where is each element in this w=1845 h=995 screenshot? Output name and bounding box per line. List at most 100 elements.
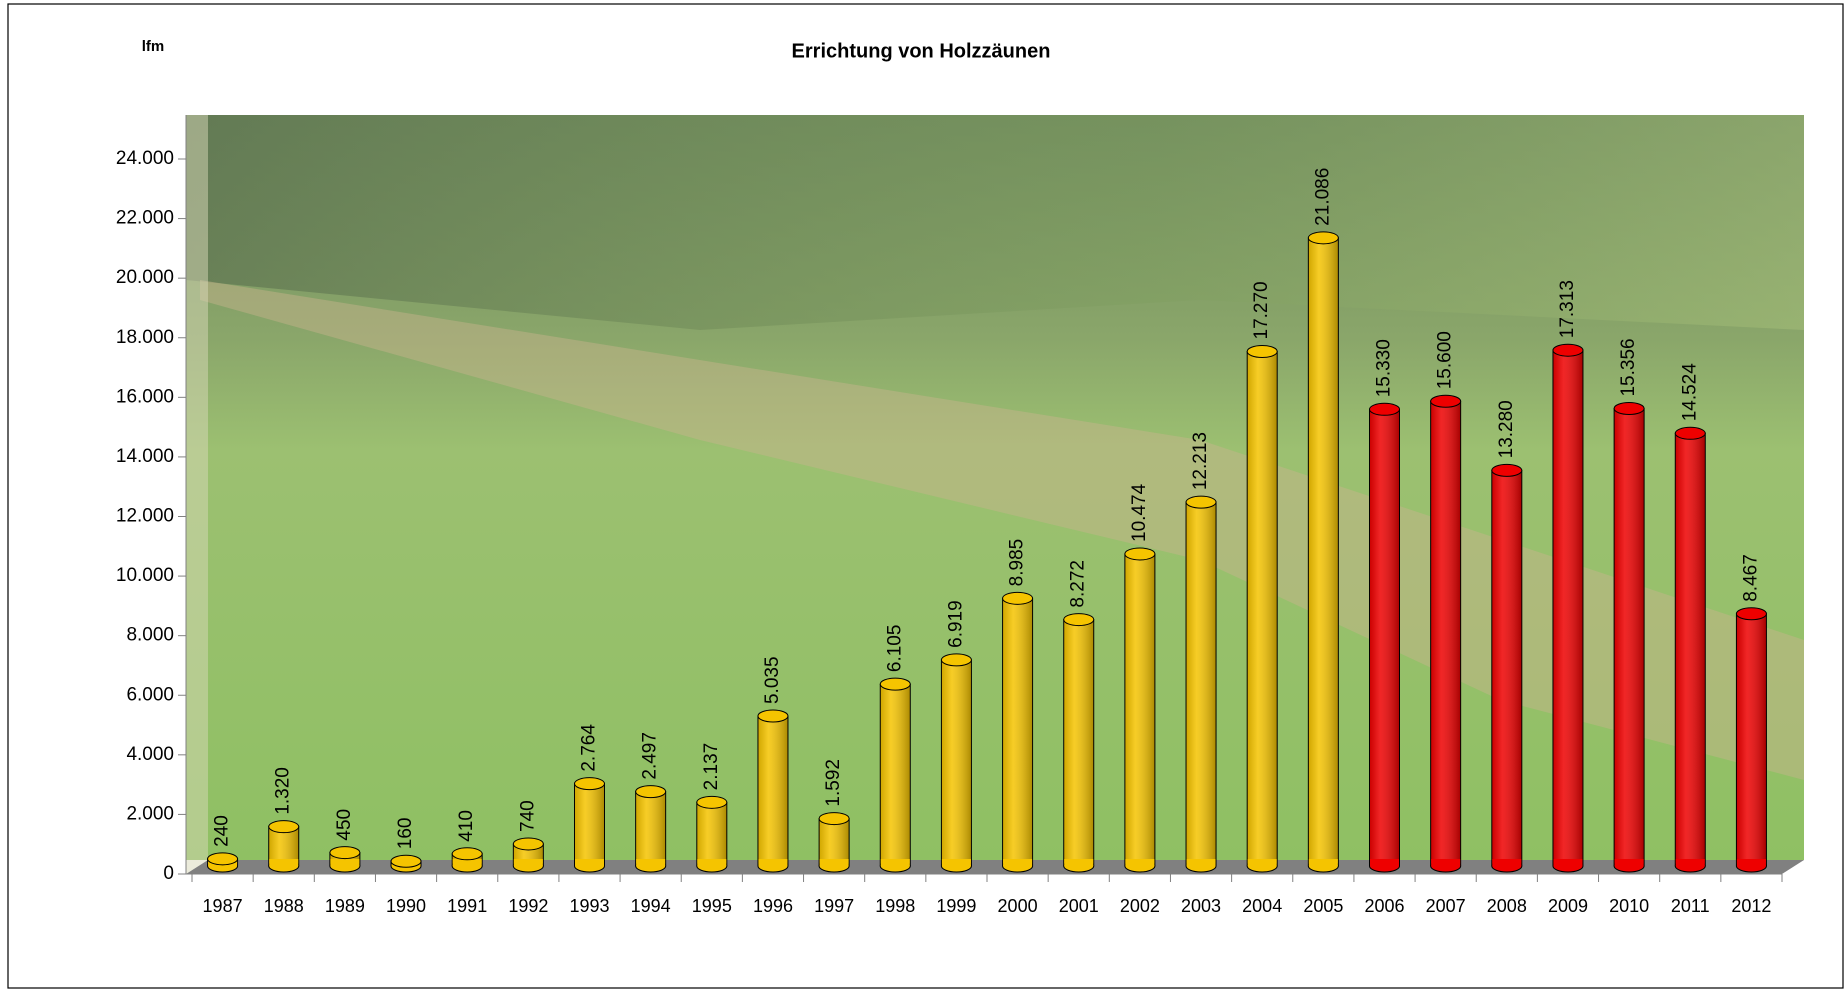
bar-top bbox=[1492, 464, 1522, 476]
x-tick-label: 2003 bbox=[1181, 896, 1221, 916]
x-tick-label: 2010 bbox=[1609, 896, 1649, 916]
bar-top bbox=[208, 853, 238, 865]
bar-base-cover bbox=[1737, 859, 1766, 866]
bar-top bbox=[1308, 232, 1338, 244]
bar-base-cover bbox=[269, 859, 298, 866]
value-label: 14.524 bbox=[1679, 363, 1700, 422]
bar-top bbox=[1125, 548, 1155, 560]
value-label: 15.356 bbox=[1618, 338, 1639, 396]
bar-top bbox=[269, 821, 299, 833]
value-label: 240 bbox=[212, 815, 233, 847]
bar-top bbox=[1553, 344, 1583, 356]
bar-base-cover bbox=[942, 859, 971, 866]
side-wall bbox=[186, 115, 208, 874]
bar-shade bbox=[1125, 554, 1155, 866]
bar-shade bbox=[880, 684, 910, 866]
value-label: 1.320 bbox=[273, 767, 294, 815]
x-tick-label: 1992 bbox=[508, 896, 548, 916]
y-tick-label: 14.000 bbox=[116, 446, 174, 467]
bar-shade bbox=[1247, 351, 1277, 866]
y-axis-label: lfm bbox=[142, 38, 165, 55]
y-tick-label: 24.000 bbox=[116, 148, 174, 169]
bar-top bbox=[1614, 403, 1644, 415]
value-label: 15.330 bbox=[1374, 339, 1395, 397]
bar-top bbox=[391, 855, 421, 867]
bar-top bbox=[880, 678, 910, 690]
bar-base-cover bbox=[636, 859, 665, 866]
value-label: 13.280 bbox=[1496, 400, 1517, 458]
bar-shade bbox=[1064, 620, 1094, 866]
x-tick-label: 1989 bbox=[325, 896, 365, 916]
bar-shade bbox=[819, 819, 849, 866]
value-label: 8.985 bbox=[1007, 539, 1028, 587]
bar-shade bbox=[1431, 401, 1461, 866]
x-tick-label: 2000 bbox=[998, 896, 1038, 916]
bar-base-cover bbox=[1125, 859, 1154, 866]
bar-top bbox=[1247, 345, 1277, 357]
value-label: 5.035 bbox=[762, 656, 783, 704]
x-tick-label: 1987 bbox=[203, 896, 243, 916]
bar-top bbox=[330, 847, 360, 859]
bar-base-cover bbox=[1615, 859, 1644, 866]
bar-base-cover bbox=[1553, 859, 1582, 866]
value-label: 10.474 bbox=[1129, 483, 1150, 542]
bar-base-cover bbox=[1064, 859, 1093, 866]
bar-top bbox=[697, 796, 727, 808]
x-tick-label: 2009 bbox=[1548, 896, 1588, 916]
bar-base-cover bbox=[1187, 859, 1216, 866]
x-tick-label: 2001 bbox=[1059, 896, 1099, 916]
bar-base-cover bbox=[758, 859, 787, 866]
x-tick-label: 1993 bbox=[569, 896, 609, 916]
bar-top bbox=[636, 786, 666, 798]
value-label: 1.592 bbox=[823, 759, 844, 807]
value-label: 2.764 bbox=[579, 724, 600, 772]
bar-shade bbox=[697, 802, 727, 866]
bar-shade bbox=[1614, 409, 1644, 866]
bar-base-cover bbox=[1248, 859, 1277, 866]
value-label: 15.600 bbox=[1435, 331, 1456, 389]
bar-top bbox=[1003, 592, 1033, 604]
bar-top bbox=[1186, 496, 1216, 508]
y-tick-label: 2.000 bbox=[126, 803, 174, 824]
bar-top bbox=[941, 654, 971, 666]
x-tick-label: 1997 bbox=[814, 896, 854, 916]
value-label: 410 bbox=[456, 810, 477, 842]
x-tick-label: 1996 bbox=[753, 896, 793, 916]
bar-shade bbox=[941, 660, 971, 866]
value-label: 8.272 bbox=[1068, 560, 1089, 608]
bar-shade bbox=[1675, 433, 1705, 866]
bar-base-cover bbox=[1431, 859, 1460, 866]
bar-base-cover bbox=[1492, 859, 1521, 866]
chart-title: Errichtung von Holzzäunen bbox=[792, 40, 1051, 62]
bar-shade bbox=[1736, 614, 1766, 866]
x-tick-label: 2004 bbox=[1242, 896, 1282, 916]
bar-shade bbox=[1553, 350, 1583, 866]
x-tick-label: 2008 bbox=[1487, 896, 1527, 916]
y-tick-label: 12.000 bbox=[116, 506, 174, 527]
bar-base-cover bbox=[1003, 859, 1032, 866]
bar-top bbox=[1675, 427, 1705, 439]
x-tick-label: 1991 bbox=[447, 896, 487, 916]
x-tick-label: 2011 bbox=[1671, 896, 1710, 916]
bar-shade bbox=[636, 792, 666, 866]
x-tick-label: 2007 bbox=[1426, 896, 1466, 916]
value-label: 17.270 bbox=[1251, 281, 1272, 339]
bar-top bbox=[452, 848, 482, 860]
x-tick-label: 2002 bbox=[1120, 896, 1160, 916]
bar-top bbox=[575, 778, 605, 790]
x-tick-label: 1990 bbox=[386, 896, 426, 916]
y-tick-label: 16.000 bbox=[116, 386, 174, 407]
bar-top bbox=[1736, 608, 1766, 620]
value-label: 6.105 bbox=[884, 625, 905, 673]
bar-base-cover bbox=[820, 859, 849, 866]
bar-top bbox=[758, 710, 788, 722]
value-label: 2.497 bbox=[640, 732, 661, 780]
x-tick-label: 1988 bbox=[264, 896, 304, 916]
y-tick-label: 20.000 bbox=[116, 267, 174, 288]
bar-shade bbox=[1308, 238, 1338, 866]
bar-shade bbox=[575, 784, 605, 866]
value-label: 17.313 bbox=[1557, 280, 1578, 338]
bar-shade bbox=[758, 716, 788, 866]
bar-base-cover bbox=[1676, 859, 1705, 866]
x-tick-label: 2012 bbox=[1731, 896, 1771, 916]
